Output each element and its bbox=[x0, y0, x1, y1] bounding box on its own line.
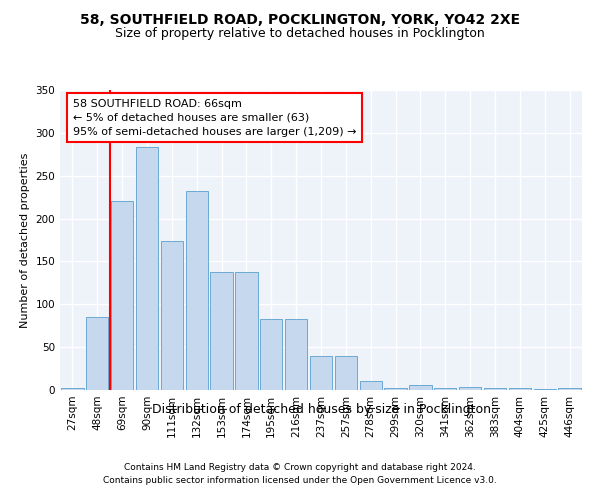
Text: Contains HM Land Registry data © Crown copyright and database right 2024.: Contains HM Land Registry data © Crown c… bbox=[124, 462, 476, 471]
Bar bbox=[385, 388, 407, 390]
Bar bbox=[310, 356, 332, 390]
Bar bbox=[359, 382, 382, 390]
Bar bbox=[86, 317, 109, 390]
Bar bbox=[434, 388, 457, 390]
Bar bbox=[185, 191, 208, 390]
Bar bbox=[285, 319, 307, 390]
Bar bbox=[509, 388, 531, 390]
Y-axis label: Number of detached properties: Number of detached properties bbox=[20, 152, 30, 328]
Bar bbox=[335, 356, 357, 390]
Bar bbox=[459, 388, 481, 390]
Bar bbox=[161, 241, 183, 390]
Text: Distribution of detached houses by size in Pocklington: Distribution of detached houses by size … bbox=[151, 402, 491, 415]
Bar bbox=[484, 388, 506, 390]
Bar bbox=[136, 148, 158, 390]
Bar bbox=[111, 202, 133, 390]
Bar bbox=[211, 272, 233, 390]
Text: Contains public sector information licensed under the Open Government Licence v3: Contains public sector information licen… bbox=[103, 476, 497, 485]
Bar bbox=[260, 319, 283, 390]
Bar bbox=[409, 385, 431, 390]
Bar bbox=[61, 388, 83, 390]
Text: 58 SOUTHFIELD ROAD: 66sqm
← 5% of detached houses are smaller (63)
95% of semi-d: 58 SOUTHFIELD ROAD: 66sqm ← 5% of detach… bbox=[73, 98, 356, 136]
Text: Size of property relative to detached houses in Pocklington: Size of property relative to detached ho… bbox=[115, 28, 485, 40]
Text: 58, SOUTHFIELD ROAD, POCKLINGTON, YORK, YO42 2XE: 58, SOUTHFIELD ROAD, POCKLINGTON, YORK, … bbox=[80, 12, 520, 26]
Bar bbox=[235, 272, 257, 390]
Bar bbox=[559, 388, 581, 390]
Bar bbox=[533, 389, 556, 390]
